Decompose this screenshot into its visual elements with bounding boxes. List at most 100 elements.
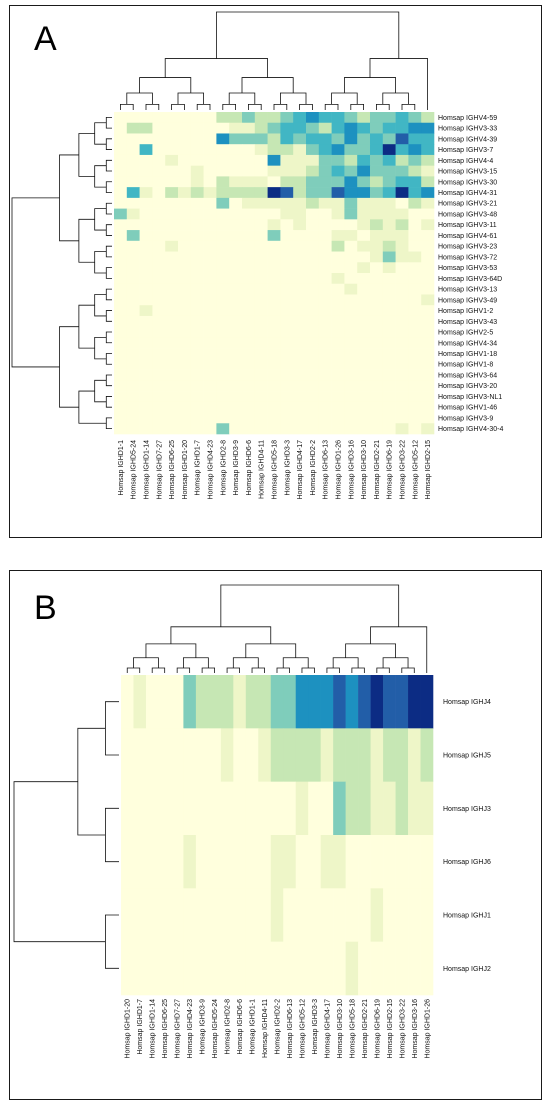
heatmap-a-cell <box>370 358 384 370</box>
heatmap-a-cell <box>178 187 192 199</box>
heatmap-a-cell <box>293 369 307 381</box>
heatmap-b-cell <box>295 941 309 996</box>
heatmap-a-cell <box>267 348 281 360</box>
heatmap-a-cell <box>254 122 268 134</box>
heatmap-a-cell <box>139 197 153 209</box>
heatmap-a-cell <box>357 144 371 156</box>
heatmap-a-cell <box>190 305 204 317</box>
heatmap-a-row-label: Homsap IGHV3-53 <box>438 265 497 272</box>
heatmap-a-row-label: Homsap IGHV4-39 <box>438 136 497 143</box>
heatmap-a-cell <box>267 154 281 166</box>
heatmap-b-cell <box>195 728 209 782</box>
heatmap-b-column-dendrogram-branch <box>176 667 191 673</box>
heatmap-a-cell <box>382 165 396 177</box>
heatmap-a-cell <box>114 273 128 285</box>
heatmap-a-cell <box>114 251 128 263</box>
heatmap-a-cell <box>370 294 384 306</box>
heatmap-a-cell <box>267 358 281 370</box>
heatmap-a-cell <box>395 315 409 327</box>
heatmap-a-cell <box>267 144 281 156</box>
heatmap-a-cell <box>382 401 396 413</box>
heatmap-a-column-dendrogram-branch <box>228 92 256 105</box>
heatmap-b-column-dendrogram-branch <box>345 643 396 658</box>
heatmap-a-cell <box>216 251 230 263</box>
heatmap-a-cell <box>293 251 307 263</box>
heatmap-a-cell <box>267 112 281 124</box>
heatmap-a-cell <box>203 251 217 263</box>
heatmap-a-cell <box>229 133 243 145</box>
heatmap-b-row-label: Homsap IGHJ1 <box>443 913 491 920</box>
heatmap-b-cell <box>420 941 434 996</box>
heatmap-a-cell <box>165 326 179 338</box>
heatmap-a-cell <box>114 348 128 360</box>
heatmap-a-cell <box>318 305 332 317</box>
heatmap-a-cell <box>178 369 192 381</box>
heatmap-a-cell <box>242 358 256 370</box>
heatmap-a-cell <box>254 380 268 392</box>
heatmap-a-cell <box>408 358 422 370</box>
heatmap-a-cell <box>357 305 371 317</box>
heatmap-a-row-label: Homsap IGHV4-30-4 <box>438 426 503 433</box>
heatmap-b-column-dendrogram-branch <box>382 657 409 668</box>
heatmap-b-cell <box>133 835 147 889</box>
heatmap-a-cell <box>242 273 256 285</box>
heatmap-a-cell <box>139 154 153 166</box>
heatmap-a-cell <box>203 337 217 349</box>
heatmap-a-cell <box>370 197 384 209</box>
heatmap-a-cell <box>344 240 358 252</box>
heatmap-a-cell <box>331 230 345 242</box>
heatmap-a-cell <box>357 176 371 188</box>
heatmap-a-cell <box>216 197 230 209</box>
heatmap-a-cell <box>293 144 307 156</box>
heatmap-a-cell <box>408 412 422 424</box>
heatmap-a-column-dendrogram-branch <box>164 58 268 78</box>
heatmap-a-cell <box>242 176 256 188</box>
heatmap-a-cell <box>267 230 281 242</box>
heatmap-a-column-label: Homsap IGHD4-17 <box>297 440 304 500</box>
heatmap-a-cell <box>139 401 153 413</box>
heatmap-a-cell <box>114 208 128 220</box>
heatmap-a-cell <box>408 230 422 242</box>
heatmap-a-cell <box>331 208 345 220</box>
heatmap-a-cell <box>242 305 256 317</box>
heatmap-a-row-label: Homsap IGHV1-18 <box>438 351 497 358</box>
heatmap-b-cells <box>121 675 434 996</box>
heatmap-a-cell <box>344 401 358 413</box>
heatmap-a-cell <box>126 208 140 220</box>
heatmap-a-cell <box>229 262 243 274</box>
heatmap-a-cell <box>190 369 204 381</box>
heatmap-a-cell <box>254 369 268 381</box>
heatmap-a-row-label: Homsap IGHV3-49 <box>438 297 497 304</box>
heatmap-a-cell <box>203 187 217 199</box>
heatmap-b-cell <box>420 888 434 942</box>
heatmap-a-column-dendrogram-branch <box>382 92 409 105</box>
heatmap-a-cell <box>344 273 358 285</box>
heatmap-a-cell <box>178 251 192 263</box>
heatmap-a-cell <box>408 112 422 124</box>
heatmap-a-row-label: Homsap IGHV3-11 <box>438 222 497 229</box>
heatmap-a-cell <box>152 262 166 274</box>
heatmap-a-row-label: Homsap IGHV3-20 <box>438 383 497 390</box>
heatmap-b-column-dendrogram-branch <box>183 657 209 668</box>
heatmap-a-cell <box>280 144 294 156</box>
heatmap-b-cell <box>283 728 297 782</box>
heatmap-a-column-dendrogram-branch <box>248 104 262 110</box>
heatmap-a-cell <box>395 358 409 370</box>
heatmap-a-cell <box>229 273 243 285</box>
heatmap-a-cell <box>267 369 281 381</box>
heatmap-b-cell <box>145 941 159 996</box>
heatmap-b-cell <box>121 835 134 889</box>
heatmap-b-column-label: Homsap IGHD2-2 <box>275 999 282 1055</box>
heatmap-b-cell <box>408 888 421 942</box>
heatmap-a-cell <box>370 369 384 381</box>
heatmap-a-cell <box>382 240 396 252</box>
heatmap-b-cell <box>233 675 247 729</box>
heatmap-a-column-label: Homsap IGHD2-15 <box>425 440 432 500</box>
heatmap-a-cell <box>139 187 153 199</box>
heatmap-a-row-label: Homsap IGHV3-64D <box>438 276 502 283</box>
heatmap-a-cell <box>318 219 332 231</box>
heatmap-b-cell <box>320 728 334 782</box>
heatmap-b-column-label: Homsap IGHD4-23 <box>187 999 194 1059</box>
heatmap-a-cell <box>357 133 371 145</box>
heatmap-a-cell <box>306 122 320 134</box>
